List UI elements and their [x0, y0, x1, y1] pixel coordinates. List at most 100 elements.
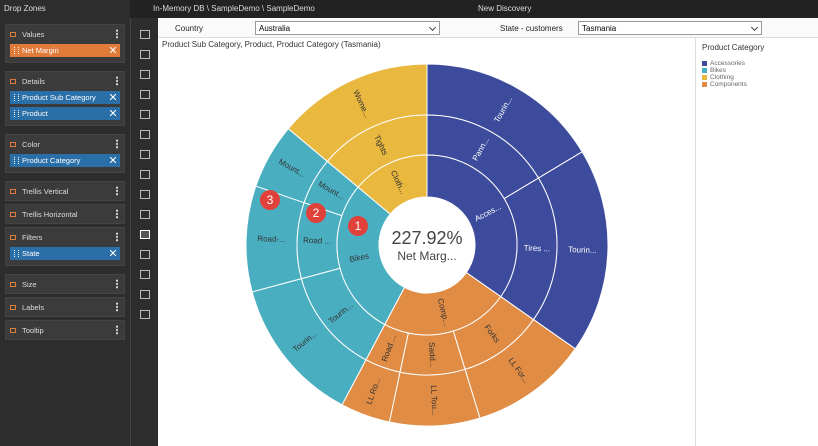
drop-zone: Filters State [5, 227, 125, 266]
zone-header: Tooltip [10, 323, 120, 337]
legend-swatch [702, 61, 707, 66]
tool-icon[interactable] [140, 290, 150, 299]
zone-menu[interactable] [116, 186, 118, 196]
filter-bar: Country Australia State - customers Tasmani… [158, 18, 818, 38]
tool-icon[interactable] [140, 30, 150, 39]
tool-icon[interactable] [140, 230, 150, 239]
remove-field[interactable] [110, 94, 116, 100]
zone-menu[interactable] [116, 29, 118, 39]
tool-icon[interactable] [140, 50, 150, 59]
tool-icon[interactable] [140, 210, 150, 219]
sunburst-segment[interactable] [426, 154, 518, 298]
center-hole [380, 198, 474, 292]
tool-icon[interactable] [140, 190, 150, 199]
callout-badge [348, 216, 368, 236]
zone-icon [10, 304, 16, 310]
zone-header: Labels [10, 300, 120, 314]
zone-header: Size [10, 277, 120, 291]
zone-label: Labels [22, 302, 45, 312]
callout-badge [260, 190, 280, 210]
field-pill[interactable]: Product Sub Category [10, 91, 120, 104]
drop-zone: Color Product Category [5, 134, 125, 173]
field-label: Product Sub Category [22, 93, 96, 102]
zone-label: Size [22, 279, 37, 289]
segment-label: LL Tou... [429, 385, 439, 416]
zone-menu[interactable] [116, 76, 118, 86]
zone-menu[interactable] [116, 232, 118, 242]
zone-icon [10, 31, 16, 37]
filter-dropdown[interactable]: Tasmania [578, 21, 762, 35]
zone-label: Trellis Horizontal [22, 209, 78, 219]
remove-field[interactable] [110, 47, 116, 53]
tool-icon[interactable] [140, 270, 150, 279]
remove-field[interactable] [110, 157, 116, 163]
toolbar [130, 18, 158, 446]
legend: Product Category Accessories Bikes Clothin… [695, 38, 818, 446]
breadcrumb: In-Memory DB \ SampleDemo \ SampleDemo [153, 4, 315, 13]
page-title: New Discovery [478, 4, 532, 13]
tool-icon[interactable] [140, 110, 150, 119]
zone-icon [10, 327, 16, 333]
legend-item[interactable]: Clothing [702, 74, 734, 81]
zone-menu[interactable] [116, 325, 118, 335]
tool-icon[interactable] [140, 250, 150, 259]
legend-title: Product Category [702, 43, 765, 52]
chart: Product Sub Category, Product, Product C… [162, 40, 609, 427]
field-pill[interactable]: State [10, 247, 120, 260]
legend-label: Components [710, 81, 747, 88]
field-pill[interactable]: Net Margin [10, 44, 120, 57]
tool-icon[interactable] [140, 150, 150, 159]
zones: Values Net Margin Details Product Sub Categ… [5, 24, 125, 348]
field-pill[interactable]: Product Category [10, 154, 120, 167]
filter-dropdown[interactable]: Australia [255, 21, 440, 35]
drop-zone: Labels [5, 297, 125, 317]
tool-icon[interactable] [140, 130, 150, 139]
segment-label: Road-... [257, 234, 286, 244]
zone-label: Details [22, 76, 45, 86]
filter-label: Country [175, 24, 204, 33]
zone-menu[interactable] [116, 279, 118, 289]
center-label: Net Marg... [397, 249, 456, 263]
field-label: State [22, 249, 40, 258]
sunburst-segment[interactable] [357, 154, 428, 215]
tool-icon[interactable] [140, 70, 150, 79]
zone-icon [10, 78, 16, 84]
drop-zone: Tooltip [5, 320, 125, 340]
legend-swatch [702, 75, 707, 80]
field-label: Product [22, 109, 48, 118]
top-bar: In-Memory DB \ SampleDemo \ SampleDemo N… [0, 0, 818, 18]
legend-label: Bikes [710, 67, 726, 74]
drop-zone: Trellis Vertical [5, 181, 125, 201]
remove-field[interactable] [110, 110, 116, 116]
legend-item[interactable]: Components [702, 81, 747, 88]
filter-label: State - customers [500, 24, 563, 33]
panel-title: Drop Zones [4, 4, 46, 13]
callout-number: 3 [267, 193, 274, 207]
zone-menu[interactable] [116, 209, 118, 219]
segment-label: Road ... [303, 236, 331, 246]
field-pill[interactable]: Product [10, 107, 120, 120]
zone-label: Filters [22, 232, 43, 242]
tool-icon[interactable] [140, 170, 150, 179]
zone-menu[interactable] [116, 302, 118, 312]
zone-label: Values [22, 29, 45, 39]
legend-label: Accessories [710, 60, 746, 67]
callout-number: 1 [355, 219, 362, 233]
legend-item[interactable]: Bikes [702, 67, 726, 74]
zone-header: Details [10, 74, 120, 88]
zone-menu[interactable] [116, 139, 118, 149]
zone-label: Color [22, 139, 40, 149]
segment-label: Tires ... [524, 243, 551, 253]
remove-field[interactable] [110, 250, 116, 256]
legend-item[interactable]: Accessories [702, 60, 745, 67]
zone-header: Color [10, 137, 120, 151]
drop-zone: Values Net Margin [5, 24, 125, 63]
zone-header: Trellis Horizontal [10, 207, 120, 221]
tool-icon[interactable] [140, 90, 150, 99]
field-label: Product Category [22, 156, 81, 165]
zone-icon [10, 281, 16, 287]
segment-label: Bikes [349, 251, 370, 264]
tool-icon[interactable] [140, 310, 150, 319]
zone-icon [10, 188, 16, 194]
